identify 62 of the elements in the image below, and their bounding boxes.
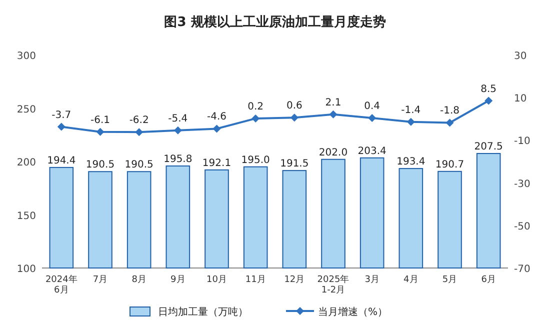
point — [406, 118, 415, 126]
y-tick-label: 300 — [16, 51, 36, 62]
data-label: 207.5 — [474, 142, 503, 153]
data-label: -6.2 — [129, 115, 149, 126]
data-label: 192.1 — [202, 158, 232, 169]
point — [446, 118, 454, 127]
y-tick-label: 250 — [16, 104, 36, 116]
chart-title: 图3 规模以上工业原油加工量月度走势 — [164, 14, 386, 30]
x-tick-label: 3月 — [364, 275, 380, 285]
x-tick-label: 11月 — [245, 275, 266, 285]
data-label: -3.7 — [52, 110, 72, 121]
data-label: 194.4 — [47, 155, 76, 166]
x-tick-label: 5月 — [442, 275, 458, 285]
data-label: 0.4 — [364, 101, 380, 112]
y-tick-label: 100 — [16, 264, 36, 275]
x-tick-label: 2025年 1-2月 — [317, 274, 350, 296]
point — [212, 124, 221, 133]
x-tick-label: 8月 — [132, 275, 146, 285]
x-tick-label: 9月 — [170, 275, 186, 285]
point — [96, 128, 104, 136]
x-tick-label: 4月 — [404, 275, 418, 285]
point — [252, 114, 260, 122]
point — [174, 126, 182, 134]
point — [329, 110, 338, 118]
data-label: -6.1 — [90, 114, 110, 126]
data-label: 0.6 — [286, 100, 302, 112]
y2-tick-label: 10 — [514, 94, 527, 105]
data-label: 193.4 — [396, 156, 426, 168]
x-tick-label: 2024年 6月 — [45, 274, 78, 296]
data-label: 190.5 — [124, 160, 154, 171]
data-label: -1.4 — [401, 104, 421, 116]
data-label: 195.8 — [164, 154, 192, 165]
y2-tick-label: 30 — [514, 51, 527, 62]
x-tick-label: 7月 — [92, 275, 108, 285]
x-tick-label: 6月 — [481, 275, 496, 285]
data-label: 2.1 — [325, 97, 342, 108]
legend-label: 日均加工量（万吨） — [158, 306, 248, 318]
data-label: -5.4 — [168, 113, 188, 124]
legend-label: 当月增速（%） — [318, 306, 388, 318]
y-tick-label: 200 — [16, 158, 36, 168]
point — [135, 128, 144, 136]
data-label: 203.4 — [358, 146, 386, 157]
y2-tick-label: -30 — [514, 178, 530, 190]
x-tick-label: 10月 — [206, 275, 227, 285]
point — [484, 96, 493, 105]
y-tick-label: 150 — [16, 210, 36, 222]
y2-tick-label: -10 — [514, 136, 530, 148]
x-tick-label: 12月 — [284, 275, 305, 285]
data-label: 191.5 — [280, 158, 309, 170]
data-label: 202.0 — [318, 147, 348, 158]
point — [368, 114, 376, 122]
point — [290, 114, 298, 122]
data-label: 0.2 — [248, 101, 264, 112]
data-label: 8.5 — [480, 84, 497, 95]
data-label: 190.7 — [435, 159, 464, 170]
point — [57, 122, 66, 131]
data-label: 195.0 — [241, 154, 270, 166]
data-label: 190.5 — [86, 160, 115, 171]
y2-tick-label: -50 — [514, 221, 530, 232]
data-label: -1.8 — [440, 106, 460, 117]
y2-tick-label: -70 — [514, 264, 530, 275]
data-label: -4.6 — [206, 112, 227, 123]
